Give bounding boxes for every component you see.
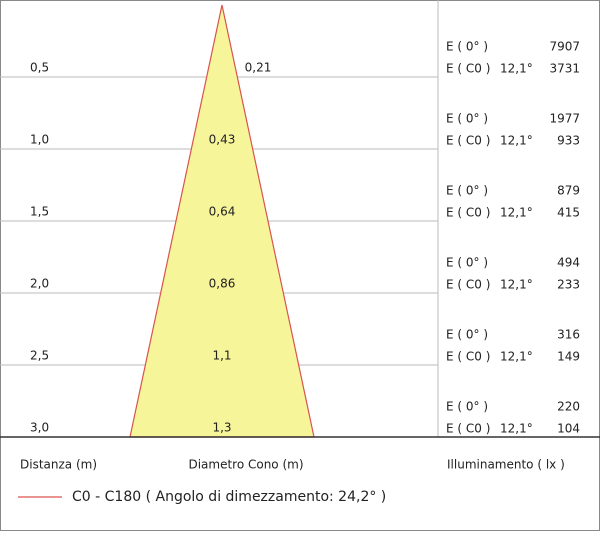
angle: 12,1° bbox=[500, 206, 533, 220]
ec0-label: E ( C0 ) bbox=[446, 134, 490, 148]
footer-label: Illuminamento ( lx ) bbox=[447, 458, 565, 472]
ec0-value: 149 bbox=[557, 350, 580, 364]
ec0-label: E ( C0 ) bbox=[446, 350, 490, 364]
diameter: 1,3 bbox=[212, 421, 231, 435]
ec0-value: 104 bbox=[557, 422, 580, 436]
ec0-value: 3731 bbox=[549, 62, 580, 76]
diameter: 0,21 bbox=[245, 61, 272, 75]
ec0-label: E ( C0 ) bbox=[446, 62, 490, 76]
e0-value: 879 bbox=[557, 184, 580, 198]
e0-label: E ( 0° ) bbox=[446, 40, 488, 54]
ec0-value: 415 bbox=[557, 206, 580, 220]
distance: 0,5 bbox=[30, 61, 49, 75]
e0-label: E ( 0° ) bbox=[446, 112, 488, 126]
diameter: 1,1 bbox=[212, 349, 231, 363]
legend-label: C0 - C180 ( Angolo di dimezzamento: 24,2… bbox=[72, 489, 386, 505]
distance: 1,0 bbox=[30, 133, 49, 147]
e0-label: E ( 0° ) bbox=[446, 328, 488, 342]
angle: 12,1° bbox=[500, 350, 533, 364]
e0-value: 1977 bbox=[549, 112, 580, 126]
distance: 1,5 bbox=[30, 205, 49, 219]
distance: 2,5 bbox=[30, 349, 49, 363]
ec0-label: E ( C0 ) bbox=[446, 206, 490, 220]
e0-label: E ( 0° ) bbox=[446, 184, 488, 198]
e0-value: 7907 bbox=[549, 40, 580, 54]
distance: 3,0 bbox=[30, 421, 49, 435]
diameter: 0,64 bbox=[209, 205, 236, 219]
e0-value: 494 bbox=[557, 256, 580, 270]
angle: 12,1° bbox=[500, 278, 533, 292]
ec0-label: E ( C0 ) bbox=[446, 278, 490, 292]
e0-value: 220 bbox=[557, 400, 580, 414]
footer-label: Diametro Cono (m) bbox=[188, 458, 303, 472]
distance: 2,0 bbox=[30, 277, 49, 291]
angle: 12,1° bbox=[500, 134, 533, 148]
ec0-label: E ( C0 ) bbox=[446, 422, 490, 436]
footer-label: Distanza (m) bbox=[20, 458, 97, 472]
e0-value: 316 bbox=[557, 328, 580, 342]
e0-label: E ( 0° ) bbox=[446, 400, 488, 414]
e0-label: E ( 0° ) bbox=[446, 256, 488, 270]
angle: 12,1° bbox=[500, 422, 533, 436]
ec0-value: 233 bbox=[557, 278, 580, 292]
diameter: 0,86 bbox=[209, 277, 236, 291]
angle: 12,1° bbox=[500, 62, 533, 76]
diameter: 0,43 bbox=[209, 133, 236, 147]
ec0-value: 933 bbox=[557, 134, 580, 148]
